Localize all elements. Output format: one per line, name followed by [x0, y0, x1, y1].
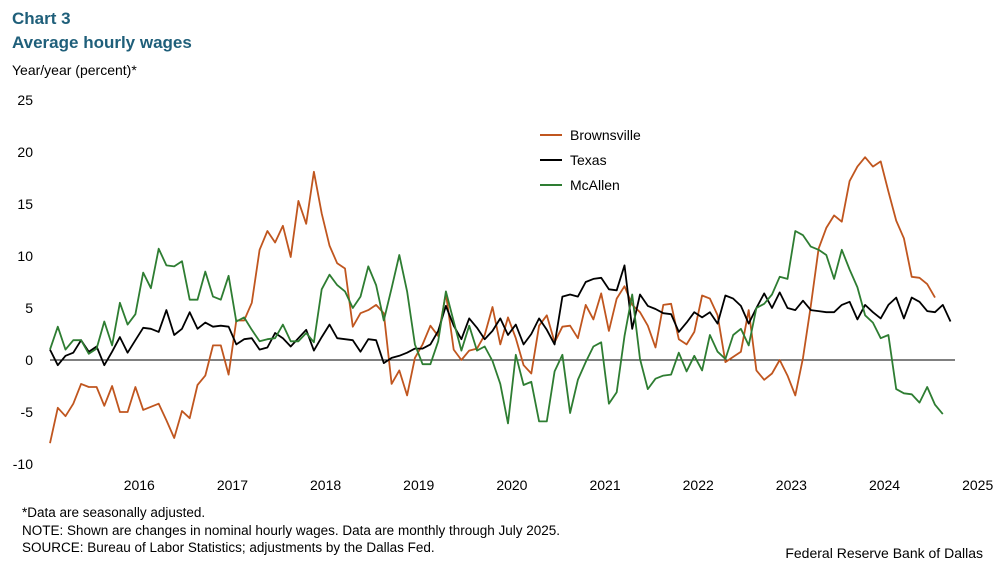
legend-label-brownsville: Brownsville	[570, 127, 641, 143]
series-line-brownsville	[49, 156, 936, 444]
x-tick-label: 2021	[589, 477, 620, 493]
series-line-texas	[49, 264, 952, 367]
footnote-seasonal: *Data are seasonally adjusted.	[22, 505, 206, 520]
legend-label-texas: Texas	[570, 152, 607, 168]
chart-number: Chart 3	[12, 9, 71, 28]
x-tick-label: 2016	[124, 477, 155, 493]
y-axis-label: Year/year (percent)*	[12, 62, 137, 78]
legend-label-mcallen: McAllen	[570, 177, 620, 193]
x-tick-label: 2019	[403, 477, 434, 493]
footnote-source: SOURCE: Bureau of Labor Statistics; adju…	[22, 540, 435, 555]
y-tick-label: -10	[13, 456, 33, 472]
y-tick-label: 10	[17, 248, 33, 264]
series-line-mcallen	[49, 230, 944, 425]
footnote-note: NOTE: Shown are changes in nominal hourl…	[22, 523, 561, 538]
y-tick-label: 15	[17, 196, 33, 212]
chart-title: Average hourly wages	[12, 33, 192, 52]
x-tick-label: 2025	[962, 477, 993, 493]
y-tick-label: 0	[25, 352, 33, 368]
x-tick-label: 2020	[496, 477, 527, 493]
x-tick-label: 2022	[683, 477, 714, 493]
y-tick-label: 5	[25, 300, 33, 316]
x-tick-label: 2024	[869, 477, 900, 493]
credit-line: Federal Reserve Bank of Dallas	[785, 545, 983, 561]
y-tick-label: -5	[21, 404, 34, 420]
x-tick-label: 2023	[776, 477, 807, 493]
x-tick-label: 2017	[217, 477, 248, 493]
x-tick-label: 2018	[310, 477, 341, 493]
y-tick-label: 25	[17, 92, 33, 108]
y-tick-label: 20	[17, 144, 33, 160]
